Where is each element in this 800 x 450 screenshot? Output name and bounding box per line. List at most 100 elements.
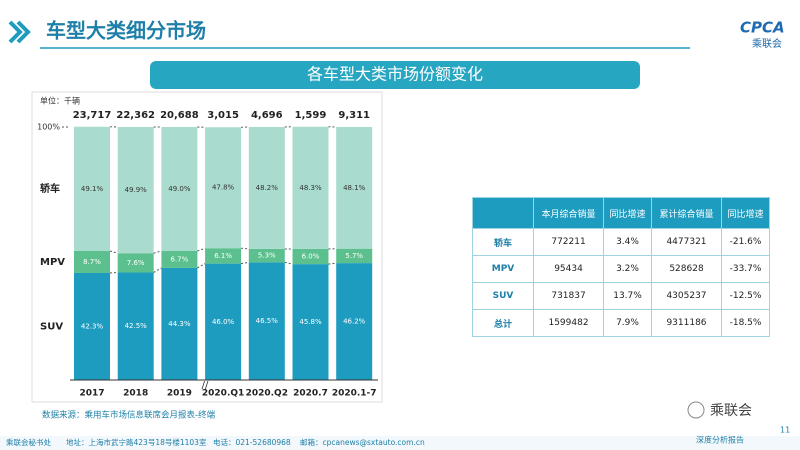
bar-segment [161, 267, 198, 380]
bar-segment [161, 127, 198, 251]
bar-segment [336, 263, 373, 380]
chart-frame [31, 91, 383, 403]
table-cell: 4305237 [650, 282, 723, 310]
bar-segment [74, 126, 110, 251]
bar-segment [74, 272, 110, 380]
total-label: 1,599 [295, 110, 327, 121]
footer-address: 地址：上海市武宁路423号18号楼1103室 [66, 437, 207, 447]
footer-band [0, 436, 800, 450]
series-label: MPV [40, 257, 65, 268]
chart-title: 各车型大类市场份额变化 [307, 65, 483, 84]
value-label: 44.3% [168, 320, 191, 328]
x-tick-label: 2020.7 [293, 389, 328, 399]
total-label: 23,717 [73, 110, 112, 121]
bar-segment [205, 248, 242, 264]
table-cell: 总计 [472, 309, 534, 337]
table-cell: 3.4% [603, 228, 652, 256]
value-label: 5.7% [345, 252, 363, 260]
value-label: 46.2% [343, 318, 366, 326]
connector [153, 267, 162, 273]
table-cell: 1599482 [532, 309, 605, 337]
value-label: 6.0% [302, 253, 320, 261]
unit: 单位：千辆 [40, 96, 80, 106]
wechat-icon [687, 401, 705, 419]
table-cell: 3.2% [603, 255, 652, 283]
bar-segment [336, 248, 373, 264]
table-cell: 13.7% [603, 282, 652, 310]
bar-segment [117, 272, 154, 380]
table-cell: -33.7% [721, 255, 770, 283]
table-cell: -18.5% [721, 309, 770, 337]
table-cell: 同比增速 [721, 197, 770, 229]
value-label: 48.1% [343, 184, 366, 192]
header-icon [8, 20, 31, 44]
x-tick-label: 2017 [79, 389, 104, 399]
x-tick-label: 2019 [167, 389, 192, 399]
value-label: 45.8% [299, 318, 322, 326]
total-label: 22,362 [116, 110, 155, 121]
bar-segment [292, 248, 329, 265]
data-table: 本月综合销量 同比增速 累计综合销量 同比增速 轿车 772211 3.4% 4477321-… [472, 197, 770, 337]
series-label: 轿车 [40, 182, 60, 195]
footer-org: 乘联会秘书处 [6, 437, 51, 447]
x-tick-label: 2020.Q2 [246, 389, 288, 399]
logo: CPCA [740, 19, 785, 37]
bar-segment [117, 127, 154, 254]
bar-segment [248, 262, 285, 380]
connector [197, 263, 206, 269]
table-cell: 累计综合销量 [650, 197, 723, 229]
table-cell: SUV [472, 282, 534, 310]
plot: 100% 42.3% 8.7% 49.1% 2017 23,717 42.5% 7.6% 49.… [37, 110, 378, 399]
connector [197, 247, 206, 252]
table-row: 本月综合销量 同比增速 累计综合销量 同比增速 [472, 197, 770, 229]
bar-segment [205, 127, 242, 249]
bar-segment [292, 264, 329, 380]
total-label: 20,688 [160, 110, 199, 121]
value-label: 47.8% [212, 184, 235, 192]
table-cell: 772211 [532, 228, 605, 256]
series-label: SUV [40, 321, 63, 332]
table-row: MPV 95434 3.2% 528628 -33.7% [472, 255, 770, 283]
table-cell: 528628 [650, 255, 723, 283]
footer-phone: 电话：021-52680968 [213, 437, 291, 447]
value-label: 42.3% [81, 322, 104, 330]
table-row: 总计 1599482 7.9% 9311186 -18.5% [472, 309, 770, 337]
logo-sub: 乘联会 [752, 37, 782, 50]
table-cell [472, 197, 534, 229]
page-number: 11 [780, 426, 790, 435]
connector [241, 261, 249, 265]
table-row: 轿车 772211 3.4% 4477321 -21.6% [472, 228, 770, 256]
value-label: 49.0% [168, 185, 191, 193]
connector [284, 261, 293, 265]
total-label: 4,696 [251, 110, 283, 121]
value-label: 5.3% [258, 252, 276, 260]
report-label: 深度分析报告 [696, 435, 744, 445]
value-label: 46.5% [256, 317, 279, 325]
total-label: 3,015 [207, 110, 239, 121]
table-cell: 本月综合销量 [532, 197, 605, 229]
table-cell: 7.9% [603, 309, 652, 337]
value-label: 6.1% [214, 252, 232, 260]
total-label: 9,311 [338, 110, 370, 121]
table-cell: 同比增速 [603, 197, 652, 229]
bar-segment [117, 253, 154, 273]
value-label: 48.3% [299, 184, 322, 192]
value-label: 42.5% [125, 322, 148, 330]
header-title: 车型大类细分市场 [46, 19, 206, 43]
value-label: 49.9% [125, 186, 148, 194]
table-cell: -12.5% [721, 282, 770, 310]
connector [109, 271, 118, 274]
table-cell: 轿车 [472, 228, 534, 256]
connector [153, 250, 162, 254]
connector [328, 262, 337, 265]
x-tick-label: 2018 [123, 389, 148, 399]
wechat-name: 乘联会 [710, 403, 752, 419]
table-cell: 9311186 [650, 309, 723, 337]
table-cell: MPV [472, 255, 534, 283]
footer-email: 邮箱：cpcanews@sxtauto.com.cn [300, 437, 425, 447]
value-label: 7.6% [127, 259, 145, 267]
table-cell: -21.6% [721, 228, 770, 256]
value-label: 48.2% [256, 184, 279, 192]
